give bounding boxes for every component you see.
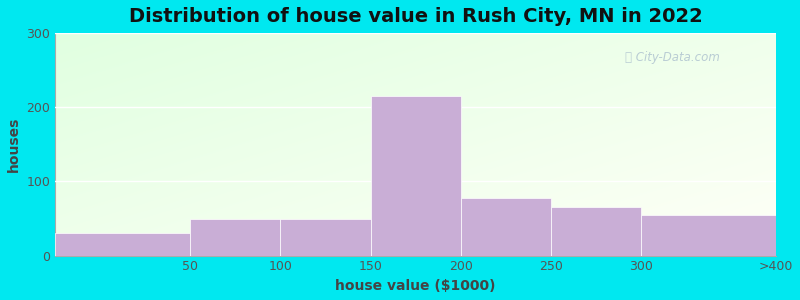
Bar [281, 218, 370, 256]
Bar [550, 207, 641, 256]
Bar [370, 96, 461, 256]
Bar [461, 198, 550, 256]
Text: ⓘ City-Data.com: ⓘ City-Data.com [625, 51, 719, 64]
Title: Distribution of house value in Rush City, MN in 2022: Distribution of house value in Rush City… [129, 7, 702, 26]
Bar [641, 215, 776, 256]
X-axis label: house value ($1000): house value ($1000) [335, 279, 496, 293]
Y-axis label: houses: houses [7, 117, 21, 172]
Bar [190, 218, 281, 256]
Bar [55, 233, 190, 256]
